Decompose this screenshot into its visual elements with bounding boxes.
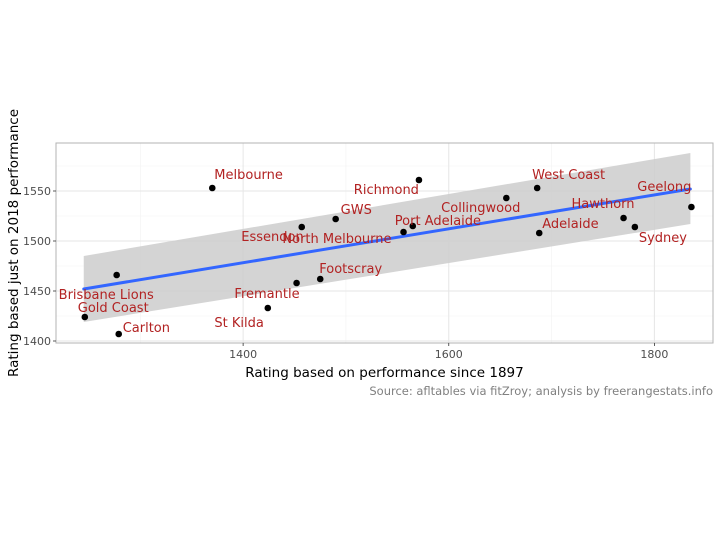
point-sydney (631, 223, 639, 231)
point-essendon (298, 223, 306, 231)
point-st-kilda (264, 304, 272, 312)
point-label-hawthorn: Hawthorn (572, 197, 635, 212)
fit-line-layer (82, 187, 692, 291)
point-footscray (316, 275, 324, 283)
point-label-north-melbourne: North Melbourne (282, 232, 391, 247)
point-port-adelaide (409, 222, 417, 230)
y-tick-label: 1450 (23, 285, 51, 298)
point-label-gws: GWS (341, 203, 372, 218)
y-axis-title: Rating based just on 2018 performance (6, 109, 22, 377)
x-tick-label: 1800 (640, 348, 668, 361)
point-label-gold-coast: Gold Coast (78, 301, 149, 316)
point-north-melbourne (400, 228, 407, 236)
point-label-st-kilda: St Kilda (214, 316, 263, 331)
point-label-geelong: Geelong (637, 180, 691, 195)
point-adelaide (535, 229, 543, 237)
x-tick-label: 1600 (435, 348, 463, 361)
point-geelong (688, 203, 695, 211)
point-richmond (415, 176, 423, 184)
panel-border (55, 142, 714, 344)
fit-line (82, 187, 692, 291)
y-tick-label: 1550 (23, 185, 51, 198)
point-label-carlton: Carlton (123, 321, 170, 336)
point-label-footscray: Footscray (319, 262, 382, 277)
point-collingwood (503, 194, 510, 202)
point-hawthorn (620, 214, 627, 222)
point-carlton (115, 330, 123, 338)
point-label-collingwood: Collingwood (441, 201, 520, 216)
point-label-layer: Melbourne Richmond West Coast Geelong Collin… (59, 168, 692, 336)
point-west-coast (533, 184, 541, 192)
point-gws (332, 215, 339, 223)
point-label-port-adelaide: Port Adelaide (395, 214, 481, 229)
point-label-richmond: Richmond (354, 183, 419, 198)
y-tick-label: 1500 (23, 235, 51, 248)
point-label-west-coast: West Coast (532, 168, 605, 183)
point-label-adelaide: Adelaide (542, 217, 598, 232)
point-melbourne (208, 184, 216, 192)
point-fremantle (293, 279, 300, 287)
grid-layer (56, 143, 713, 343)
source-caption: Source: afltables via fitZroy; analysis … (369, 384, 713, 398)
point-label-essendon: Essendon (241, 230, 303, 245)
tick-layer: 1400 1600 1800 1400 1450 1500 1550 (23, 185, 668, 361)
x-axis-title: Rating based on performance since 1897 (245, 365, 523, 381)
point-label-fremantle: Fremantle (234, 287, 299, 302)
x-tick-label: 1400 (229, 348, 257, 361)
point-layer (81, 176, 695, 338)
point-label-brisbane-lions: Brisbane Lions (59, 288, 154, 303)
point-label-melbourne: Melbourne (214, 168, 283, 183)
point-label-sydney: Sydney (639, 231, 687, 246)
point-brisbane-lions (113, 271, 120, 279)
y-tick-label: 1400 (23, 335, 51, 348)
point-gold-coast (81, 313, 89, 321)
